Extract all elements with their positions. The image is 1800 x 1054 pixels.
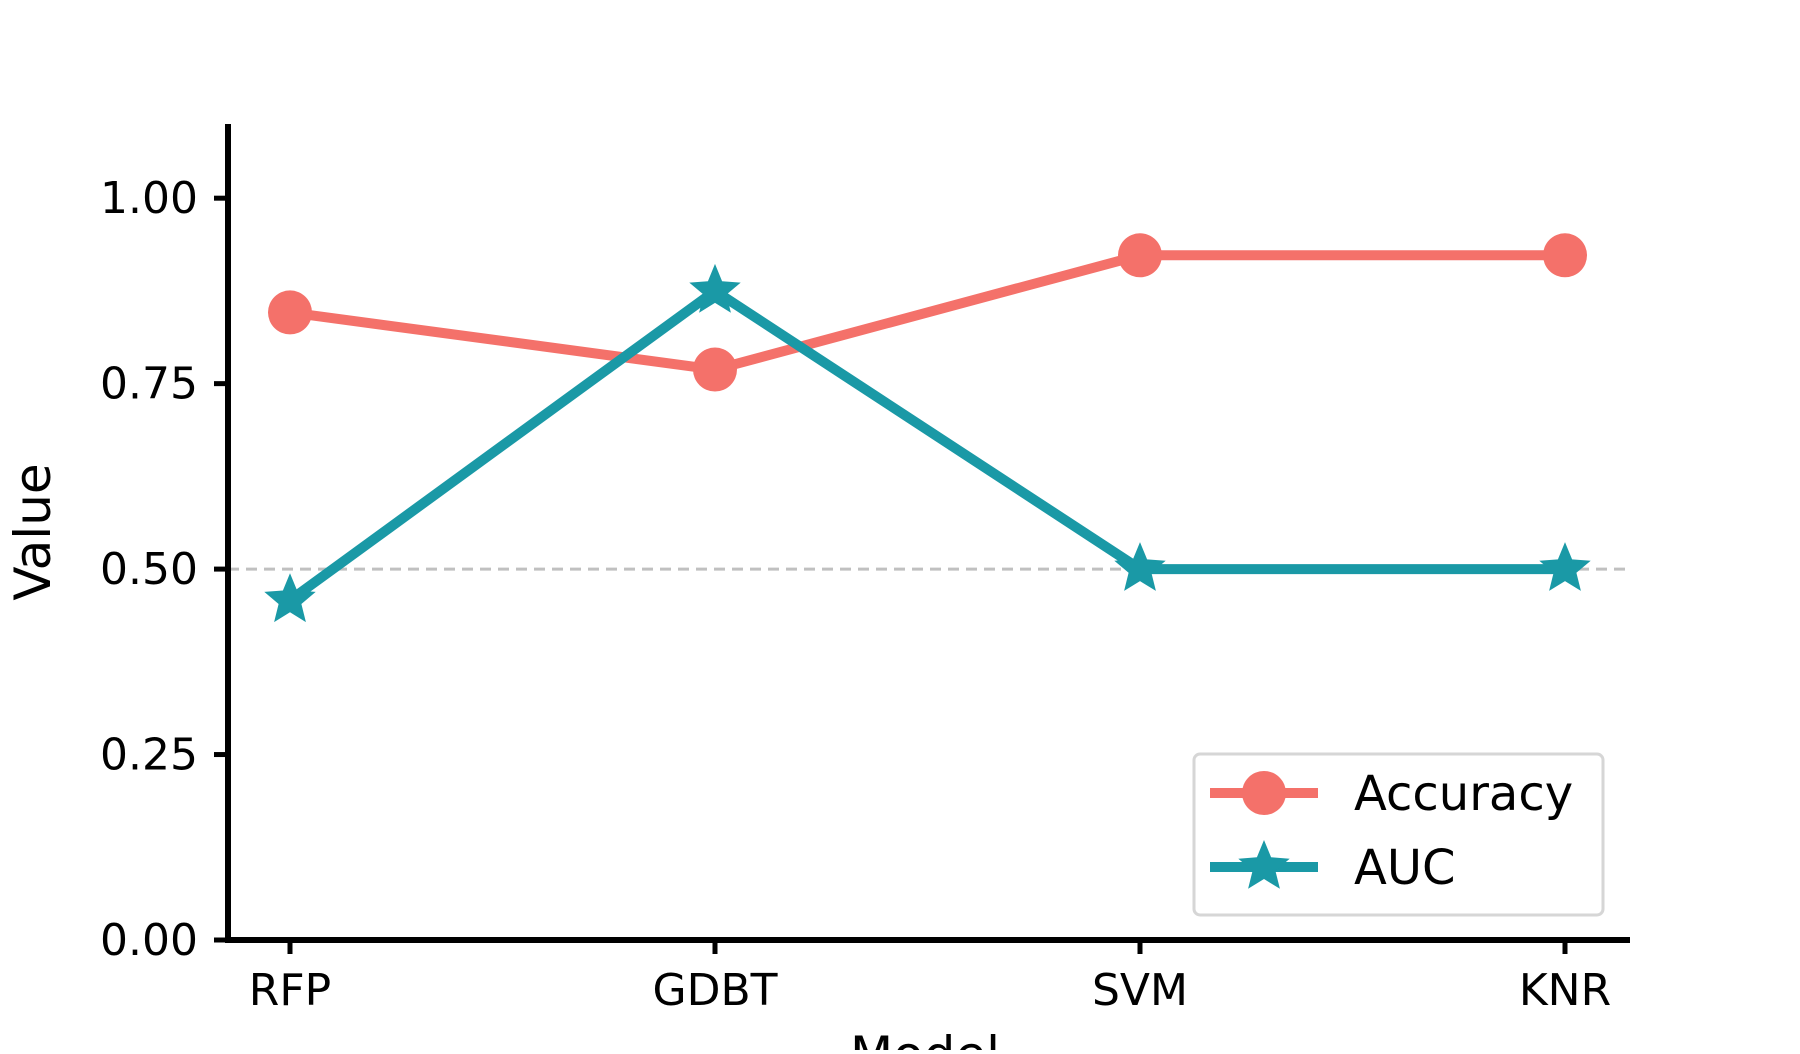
series-line-auc <box>287 284 1565 605</box>
point-accuracy-knr <box>1543 233 1587 278</box>
series-layer <box>264 233 1591 623</box>
y-tick-label: 0.50 <box>100 544 198 595</box>
y-tick-label: 1.00 <box>100 173 198 224</box>
point-auc-knr <box>1539 542 1591 591</box>
y-axis-label: Value <box>4 463 62 600</box>
axes-layer <box>225 124 1630 943</box>
x-tick-label: KNR <box>1519 965 1611 1016</box>
point-auc-svm <box>1114 542 1166 591</box>
legend-marker-auc <box>1238 840 1290 889</box>
y-tick-label: 0.00 <box>100 915 198 966</box>
x-axis-label: Model <box>850 1026 1000 1050</box>
point-auc-rfp <box>264 573 316 623</box>
y-tick-label: 0.25 <box>100 730 198 781</box>
legend-label-auc: AUC <box>1354 840 1455 896</box>
point-accuracy-gdbt <box>693 347 737 392</box>
tick-layer: 0.00 0.25 0.50 0.75 1.00 RFP GDBT SVM KNR <box>100 173 1611 1016</box>
legend-label-accuracy: Accuracy <box>1354 766 1573 822</box>
series-line-accuracy <box>289 250 1565 375</box>
point-auc-gdbt <box>689 263 741 313</box>
point-accuracy-svm <box>1118 233 1162 278</box>
x-tick-label: RFP <box>249 965 331 1016</box>
x-tick-label: GDBT <box>652 965 777 1016</box>
point-accuracy-rfp <box>268 290 312 335</box>
legend: Accuracy AUC <box>1192 752 1605 917</box>
x-tick-label: SVM <box>1092 965 1188 1016</box>
y-tick-label: 0.75 <box>100 359 198 410</box>
legend-marker-accuracy <box>1242 771 1286 815</box>
